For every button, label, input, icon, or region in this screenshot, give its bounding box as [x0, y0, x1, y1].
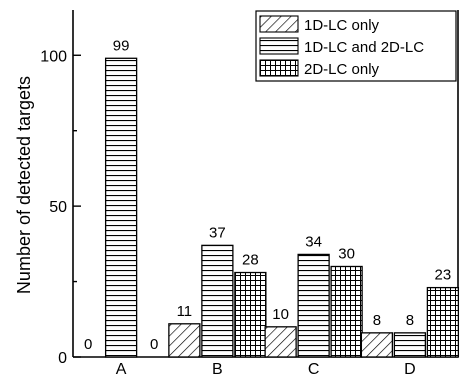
plot-area: 0 50 100 A 0 99 0 B 11 37 28 C 10 34 30 D 8 8 23: [40, 10, 460, 378]
data-label: 99: [113, 37, 130, 54]
x-tick-label: A: [116, 361, 127, 378]
bar: [168, 323, 201, 358]
data-label: 10: [272, 306, 289, 323]
bar: [360, 332, 394, 358]
x-tick-label: D: [404, 361, 416, 378]
legend-swatch: [259, 37, 299, 55]
data-label: 11: [177, 303, 193, 320]
x-tick-label: C: [308, 361, 320, 378]
bar: [330, 265, 363, 358]
bar: [234, 271, 267, 358]
legend-swatch: [259, 59, 299, 77]
bar: [264, 326, 297, 358]
legend: 1D-LC only 1D-LC and 2D-LC 2D-LC only: [255, 10, 457, 82]
data-label: 8: [373, 312, 381, 329]
y-tick-label: 0: [58, 350, 67, 367]
y-tick-label: 50: [49, 199, 67, 216]
legend-label: 1D-LC only: [304, 17, 380, 34]
data-label: 23: [435, 267, 452, 284]
y-axis-label: Number of detected targets: [14, 76, 34, 294]
bar: [201, 244, 234, 358]
bar: [426, 286, 460, 358]
legend-swatch: [259, 15, 299, 33]
data-label: 30: [338, 245, 355, 262]
legend-label: 2D-LC only: [304, 61, 380, 78]
y-tick-label: 100: [40, 48, 67, 65]
data-label: 28: [242, 252, 259, 269]
data-label: 0: [84, 336, 92, 353]
bar: [393, 332, 427, 358]
data-label: 37: [209, 224, 226, 241]
x-tick-label: B: [212, 361, 223, 378]
bar: [104, 57, 138, 358]
data-label: 34: [305, 233, 322, 250]
data-label: 8: [406, 312, 414, 329]
bar: [297, 253, 330, 358]
data-label: 0: [150, 336, 158, 353]
legend-label: 1D-LC and 2D-LC: [304, 39, 424, 56]
